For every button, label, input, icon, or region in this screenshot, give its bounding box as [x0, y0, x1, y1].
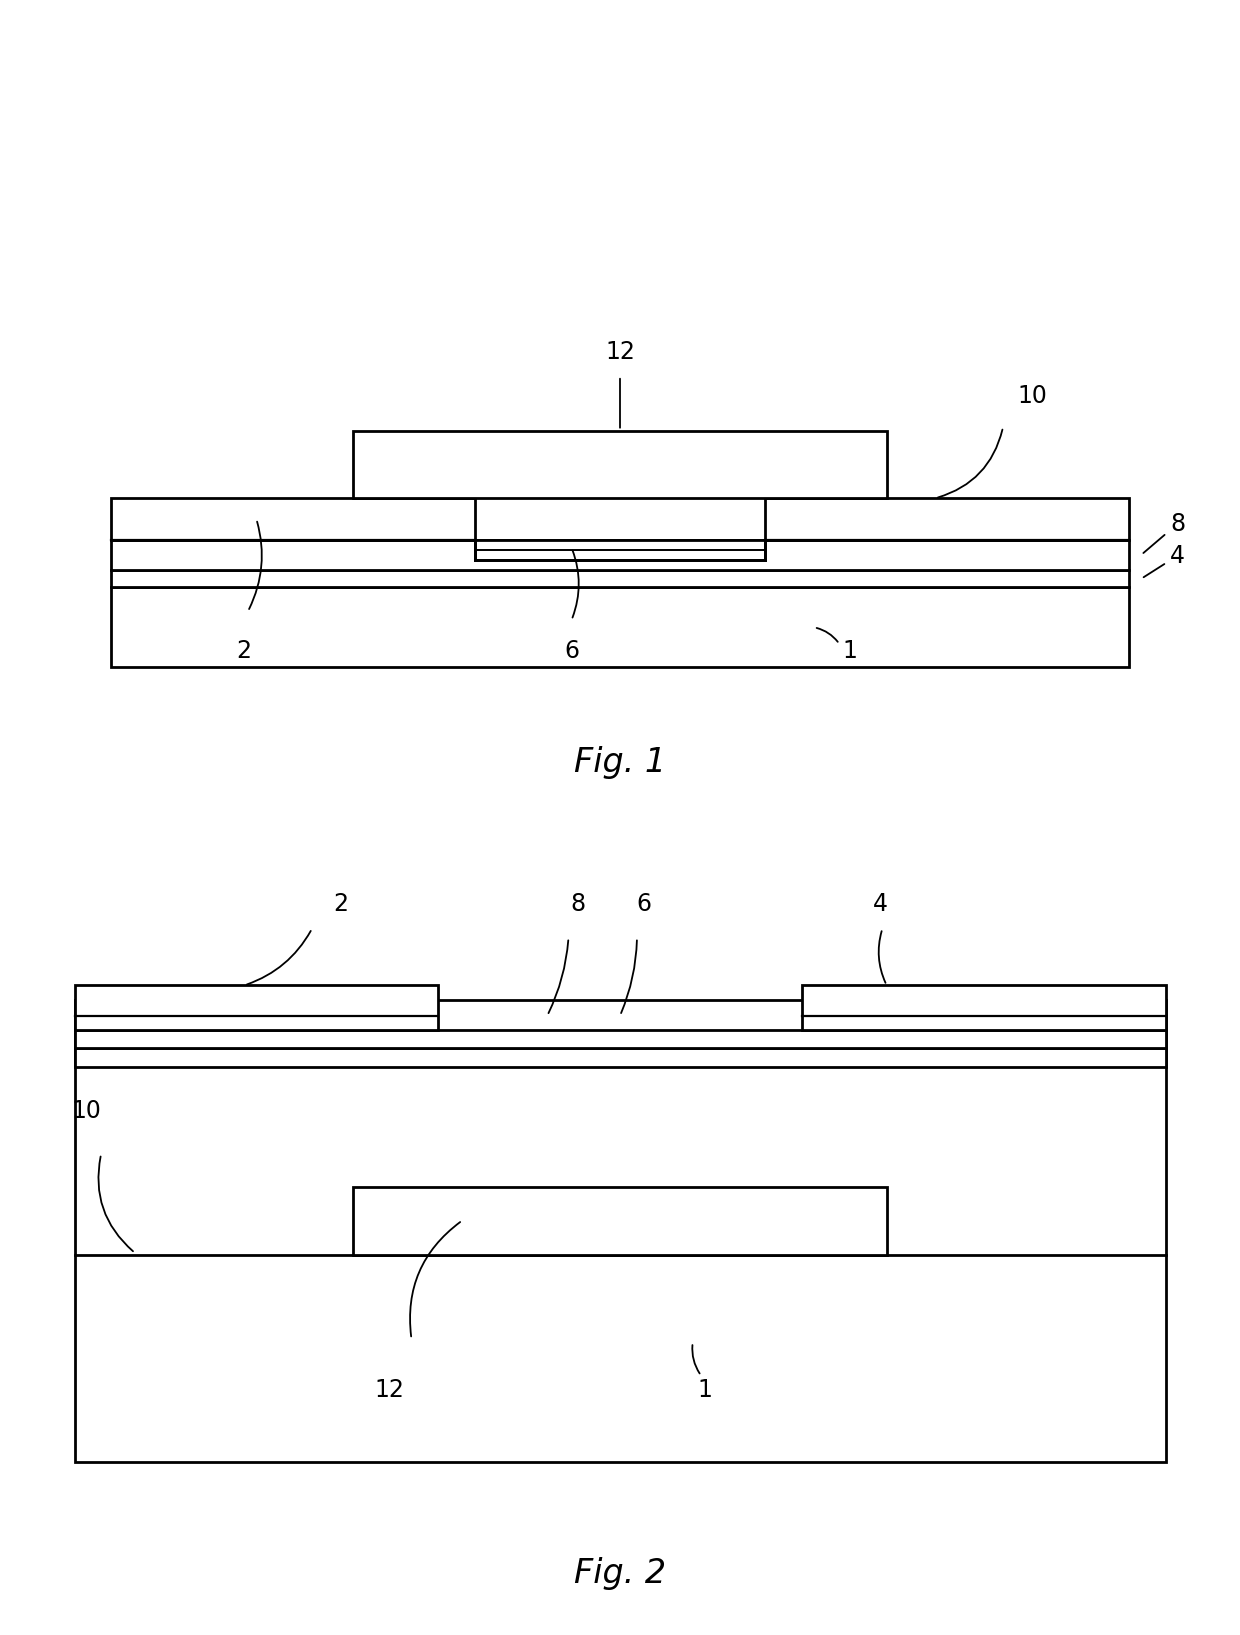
Text: 2: 2: [237, 639, 252, 664]
Text: 6: 6: [637, 893, 652, 916]
Text: Fig. 1: Fig. 1: [574, 746, 666, 780]
Text: 4: 4: [1171, 543, 1185, 567]
Polygon shape: [353, 1187, 887, 1254]
Polygon shape: [110, 499, 475, 540]
Text: 1: 1: [843, 639, 858, 664]
Polygon shape: [74, 1030, 1166, 1048]
Text: 6: 6: [564, 639, 579, 664]
Text: 10: 10: [1017, 384, 1047, 409]
Text: 2: 2: [334, 893, 348, 916]
Polygon shape: [74, 986, 438, 1030]
Text: 10: 10: [72, 1099, 102, 1123]
Text: 12: 12: [374, 1378, 404, 1403]
Polygon shape: [74, 999, 1166, 1462]
Polygon shape: [110, 540, 1130, 571]
Text: 8: 8: [570, 893, 585, 916]
Polygon shape: [74, 1048, 1166, 1068]
Polygon shape: [110, 571, 1130, 587]
Polygon shape: [765, 499, 1130, 540]
Text: 1: 1: [697, 1378, 712, 1403]
Text: 12: 12: [605, 340, 635, 365]
Polygon shape: [475, 540, 765, 559]
Polygon shape: [353, 430, 887, 499]
Polygon shape: [110, 587, 1130, 667]
Text: 8: 8: [1171, 512, 1185, 536]
Text: 4: 4: [873, 893, 888, 916]
Text: Fig. 2: Fig. 2: [574, 1557, 666, 1589]
Polygon shape: [802, 986, 1166, 1030]
